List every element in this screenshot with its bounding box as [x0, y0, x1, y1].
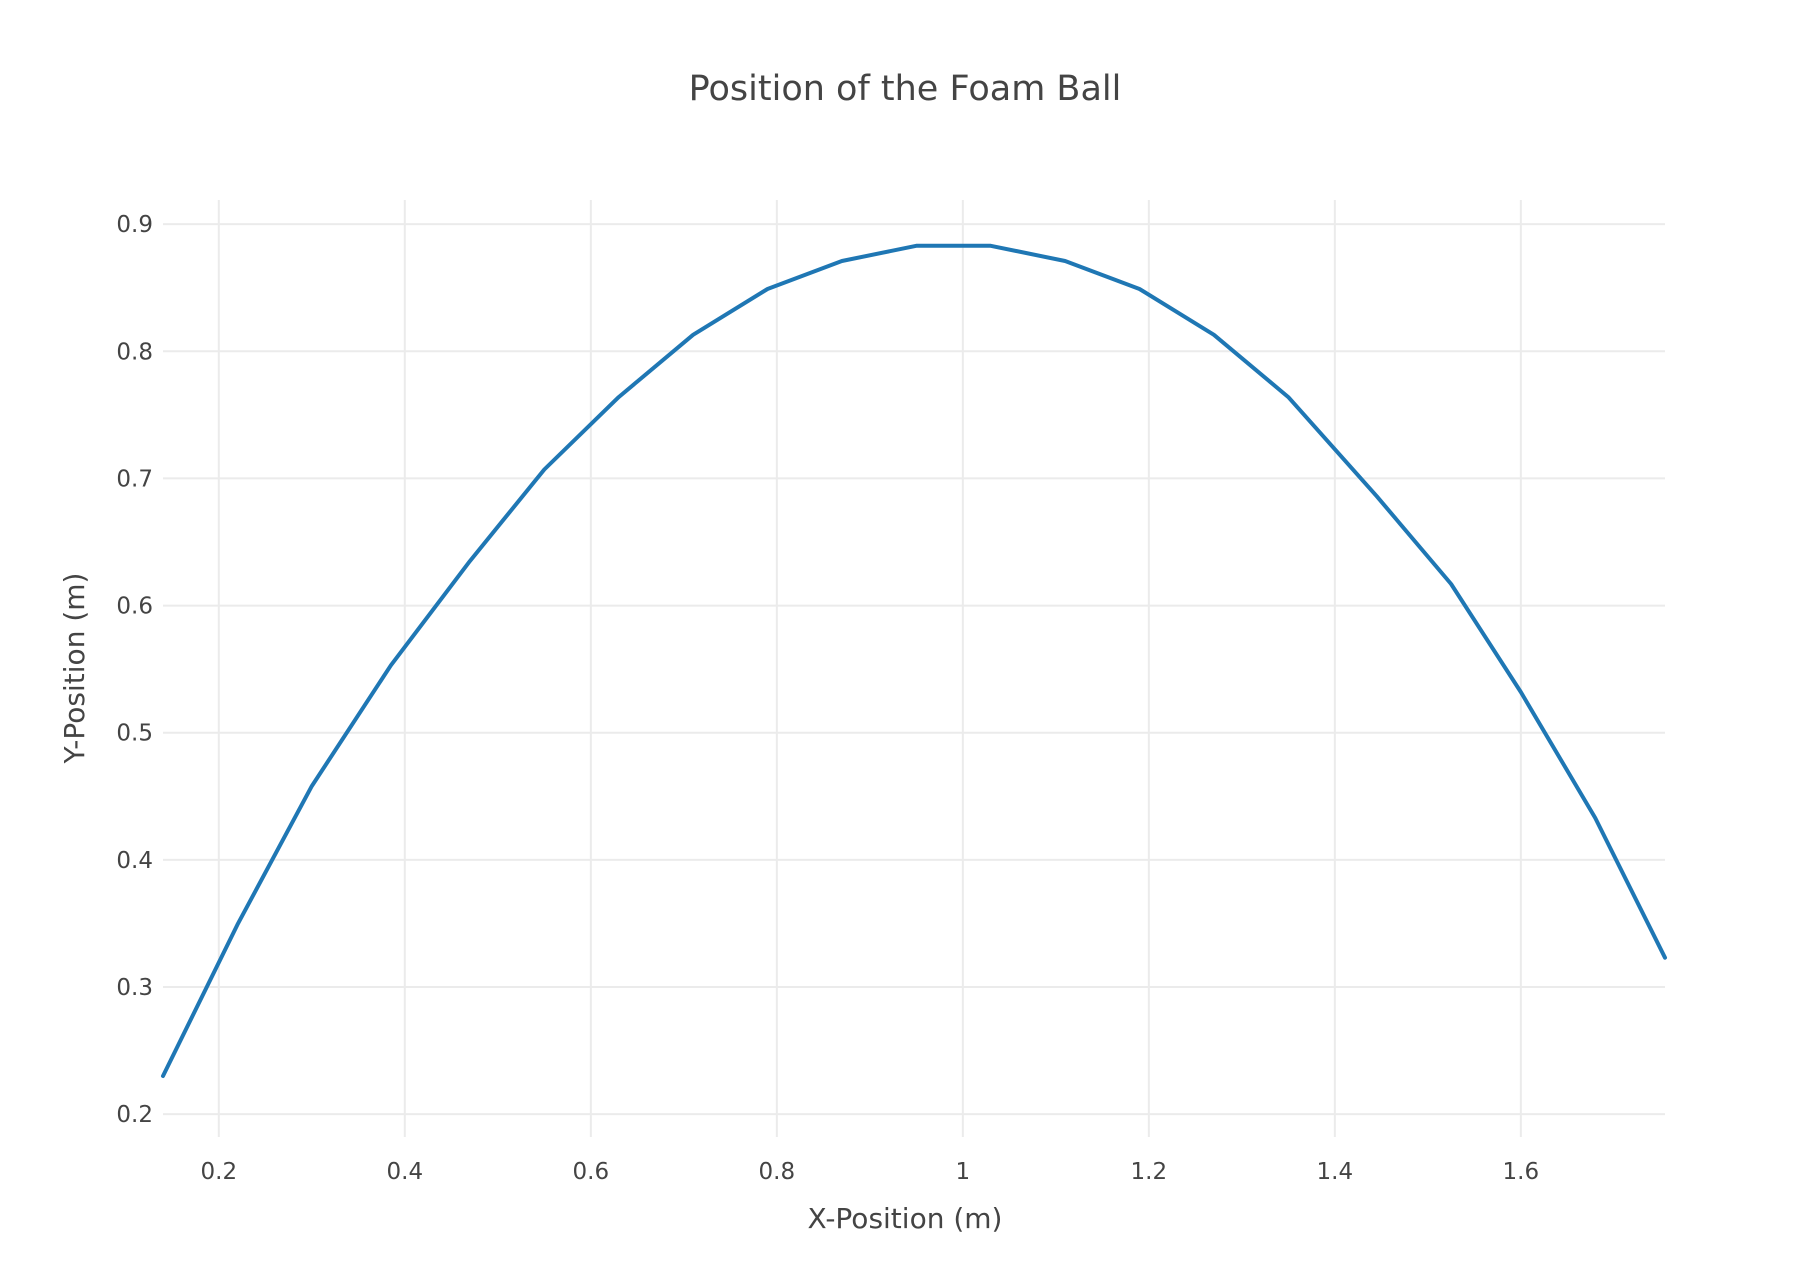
y-tick-label: 0.3: [116, 975, 153, 1001]
y-tick-label: 0.8: [116, 339, 153, 365]
x-tick-label: 1.4: [1317, 1159, 1354, 1185]
y-tick-label: 0.2: [116, 1102, 153, 1128]
chart-title: Position of the Foam Ball: [689, 69, 1122, 109]
y-tick-label: 0.5: [116, 721, 153, 747]
series-layer: [161, 243, 1667, 1078]
trajectory-line: [161, 243, 1667, 1078]
x-tick-label: 0.6: [573, 1159, 610, 1185]
y-tick-label: 0.9: [116, 212, 153, 238]
x-tick-label: 1.2: [1131, 1159, 1168, 1185]
y-axis-label: Y-Position (m): [58, 573, 91, 765]
x-tick-label: 1.6: [1503, 1159, 1540, 1185]
x-tick-labels: 0.2 0.4 0.6 0.8 1 1.2 1.4 1.6: [201, 1159, 1540, 1185]
y-tick-label: 0.7: [116, 466, 153, 492]
grid: [163, 200, 1665, 1137]
x-tick-label: 1: [956, 1159, 971, 1185]
y-tick-label: 0.6: [116, 594, 153, 620]
x-axis-label: X-Position (m): [808, 1202, 1003, 1235]
x-tick-label: 0.4: [387, 1159, 424, 1185]
x-tick-label: 0.2: [201, 1159, 238, 1185]
y-tick-label: 0.4: [116, 848, 153, 874]
y-tick-labels: 0.2 0.3 0.4 0.5 0.6 0.7 0.8 0.9: [116, 212, 153, 1128]
x-tick-label: 0.8: [759, 1159, 796, 1185]
